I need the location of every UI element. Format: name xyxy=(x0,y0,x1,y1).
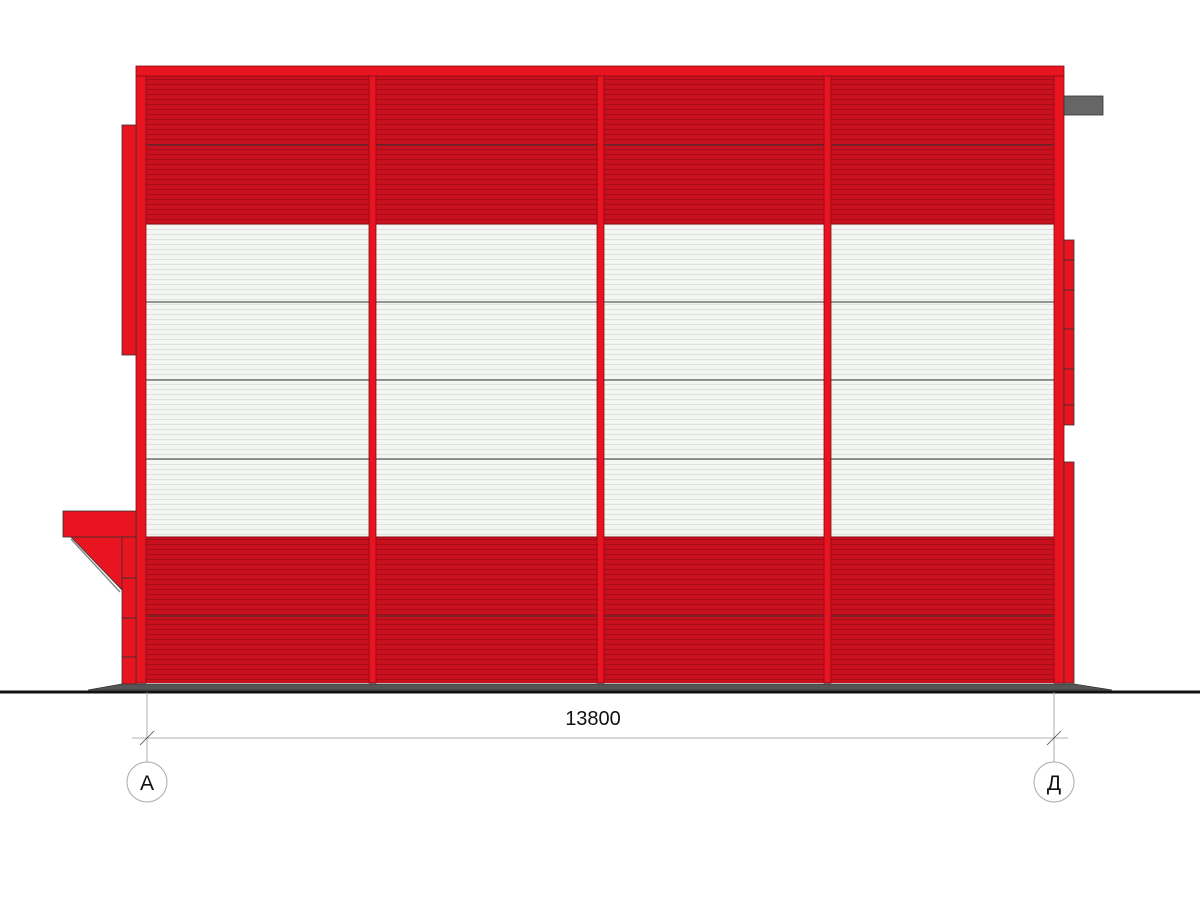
pilaster xyxy=(368,75,377,684)
axis-marker-d: Д xyxy=(1033,761,1075,803)
roof-cap xyxy=(135,65,1065,77)
axis-label-d: Д xyxy=(1047,772,1061,795)
pilaster xyxy=(823,75,832,684)
left-lower-pier xyxy=(121,536,137,688)
axis-label-a: А xyxy=(140,772,154,795)
left-side-strip xyxy=(121,124,137,356)
pipe xyxy=(1063,95,1104,116)
base-plinth xyxy=(87,683,1113,691)
dimension-label: 13800 xyxy=(565,708,621,730)
pilasters xyxy=(135,75,1065,684)
pilaster xyxy=(596,75,605,684)
pilaster xyxy=(1053,75,1065,684)
axis-marker-a: А xyxy=(126,761,168,803)
pilaster xyxy=(135,75,147,684)
canopy xyxy=(62,510,137,593)
right-side-strips xyxy=(1063,239,1075,684)
dimension-line xyxy=(132,692,1068,762)
